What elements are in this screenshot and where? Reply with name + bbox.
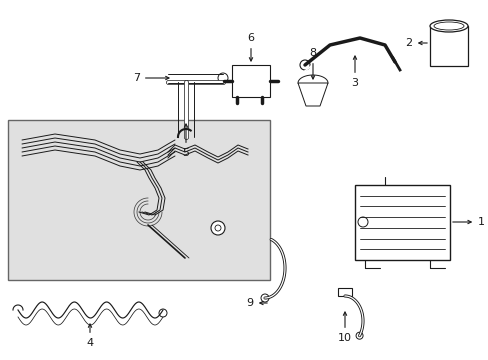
- Bar: [231, 65, 269, 97]
- Text: 7: 7: [133, 73, 169, 83]
- Ellipse shape: [429, 20, 467, 32]
- Text: 5: 5: [182, 124, 189, 158]
- Circle shape: [355, 332, 362, 339]
- Text: 9: 9: [245, 298, 266, 308]
- Circle shape: [299, 60, 309, 70]
- Bar: [354, 185, 449, 260]
- Circle shape: [159, 309, 167, 317]
- Text: 1: 1: [452, 217, 484, 227]
- Text: 2: 2: [404, 38, 427, 48]
- Circle shape: [357, 217, 367, 227]
- Circle shape: [210, 221, 224, 235]
- Bar: [337, 288, 351, 296]
- Text: 8: 8: [309, 48, 316, 79]
- Text: 4: 4: [86, 324, 93, 348]
- Polygon shape: [297, 83, 327, 106]
- Text: 3: 3: [351, 56, 358, 88]
- Text: 10: 10: [337, 312, 351, 343]
- Circle shape: [261, 294, 268, 302]
- Circle shape: [215, 225, 221, 231]
- Ellipse shape: [433, 22, 463, 30]
- Bar: [429, 26, 467, 66]
- Bar: [8, 120, 269, 280]
- Circle shape: [218, 73, 227, 83]
- Text: 6: 6: [247, 33, 254, 61]
